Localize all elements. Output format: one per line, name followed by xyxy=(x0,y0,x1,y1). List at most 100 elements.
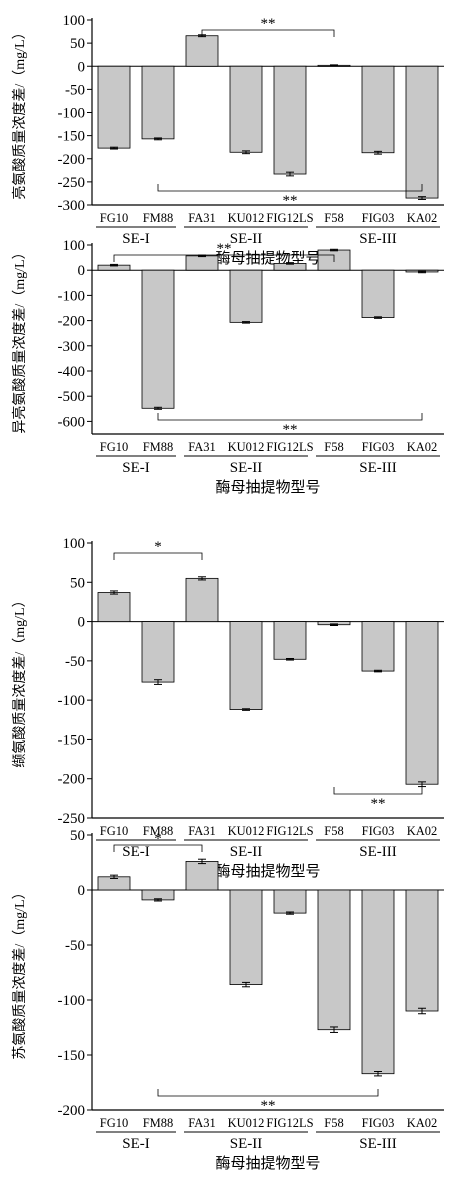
group-label: SE-I xyxy=(122,231,150,247)
y-tick-label: -200 xyxy=(58,152,86,168)
group-label: SE-I xyxy=(122,844,150,860)
x-tick-label: FIG12LS xyxy=(266,440,313,454)
x-tick-label: KA02 xyxy=(407,1116,438,1130)
y-tick-label: -50 xyxy=(65,938,85,954)
significance-label: ** xyxy=(217,241,232,257)
group-label: SE-III xyxy=(359,460,397,476)
y-axis-title: 苏氨酸质量浓度差/（mg/L） xyxy=(12,885,28,1059)
significance-bracket xyxy=(157,413,423,421)
x-tick-label: FG10 xyxy=(100,824,128,838)
significance-bracket xyxy=(113,552,203,560)
y-tick-label: -100 xyxy=(58,288,86,304)
significance-bracket xyxy=(201,29,335,37)
x-tick-label: FM88 xyxy=(143,440,174,454)
significance-label: ** xyxy=(283,193,298,209)
x-tick-label: FA31 xyxy=(188,1116,216,1130)
significance-bracket xyxy=(113,254,335,262)
group-label: SE-III xyxy=(359,231,397,247)
group-label: SE-I xyxy=(122,1136,150,1152)
y-tick-label: 50 xyxy=(70,828,85,844)
bar-FA31 xyxy=(185,577,219,622)
chart-panel-2: 100 0 -100 -200 -300 -400 -500 -600 FG10 FM88 FA31… xyxy=(11,238,444,496)
y-tick-label: -150 xyxy=(58,732,86,748)
y-tick-label: -300 xyxy=(58,198,86,214)
x-tick-label: FM88 xyxy=(143,824,174,838)
significance-label: * xyxy=(154,831,162,847)
bar-KA02 xyxy=(405,65,439,199)
bar-FIG03 xyxy=(361,621,395,672)
bar-KU012 xyxy=(229,621,263,710)
bar-FA31 xyxy=(185,861,219,891)
x-tick-label: FA31 xyxy=(188,824,216,838)
bar-KU012 xyxy=(229,889,263,985)
significance-bracket xyxy=(333,787,423,795)
group-label: SE-II xyxy=(230,231,263,247)
x-axis-title: 酶母抽提物型号 xyxy=(215,479,320,496)
y-tick-label: -200 xyxy=(58,314,86,330)
y-tick-label: -600 xyxy=(58,414,86,430)
x-tick-label: FIG03 xyxy=(362,211,395,225)
y-axis-title: 异亮氨酸质量浓度差/（mg/L） xyxy=(11,245,28,433)
x-tick-label: KA02 xyxy=(407,440,438,454)
x-tick-label: KA02 xyxy=(407,211,438,225)
y-tick-label: 0 xyxy=(78,263,86,279)
x-tick-label: FIG03 xyxy=(362,1116,395,1130)
x-tick-label: FIG03 xyxy=(362,440,395,454)
chart-panel-3: 100 50 0 -50 -100 -150 -200 -250 FG10 FM88 FA31 KU0… xyxy=(12,536,444,880)
bar-KA02 xyxy=(405,889,439,1012)
y-tick-label: -50 xyxy=(65,654,85,670)
y-tick-label: -250 xyxy=(58,175,86,191)
bar-FA31 xyxy=(185,35,219,67)
significance-bracket xyxy=(157,1089,379,1097)
bar-FIG03 xyxy=(361,65,395,154)
x-tick-label: FIG03 xyxy=(362,824,395,838)
y-tick-label: 50 xyxy=(70,575,85,591)
bar-KU012 xyxy=(229,65,263,153)
y-tick-label: -300 xyxy=(58,339,86,355)
group-label: SE-II xyxy=(230,844,263,860)
y-tick-label: 100 xyxy=(63,238,86,254)
bar-KA02 xyxy=(405,621,439,785)
x-tick-label: FIG12LS xyxy=(266,211,313,225)
x-axis-title: 酶母抽提物型号 xyxy=(215,1155,320,1172)
bar-KU012 xyxy=(229,269,263,323)
bar-FIG12LS xyxy=(273,621,307,660)
x-tick-label: FA31 xyxy=(188,440,216,454)
chart-panel-1: 100 50 0 -50 -100 -150 -200 -250 -300 FG10 FM88 FA3… xyxy=(11,13,444,267)
x-tick-label: FG10 xyxy=(100,440,128,454)
x-tick-label: FA31 xyxy=(188,211,216,225)
bar-FA31 xyxy=(185,255,219,271)
group-label: SE-III xyxy=(359,844,397,860)
y-tick-label: -150 xyxy=(58,1048,86,1064)
y-tick-label: -100 xyxy=(58,993,86,1009)
y-tick-label: -500 xyxy=(58,389,86,405)
x-axis-title: 酶母抽提物型号 xyxy=(215,250,320,267)
bar-FIG03 xyxy=(361,889,395,1075)
significance-label: ** xyxy=(261,16,276,32)
x-tick-label: FIG12LS xyxy=(266,1116,313,1130)
bar-FM88 xyxy=(141,269,175,409)
significance-label: ** xyxy=(371,796,386,812)
bar-FIG03 xyxy=(361,269,395,318)
x-tick-label: KU012 xyxy=(228,1116,265,1130)
bar-F58 xyxy=(317,889,351,1031)
x-tick-label: F58 xyxy=(324,1116,343,1130)
x-tick-label: FG10 xyxy=(100,211,128,225)
bar-FG10 xyxy=(97,592,131,622)
x-tick-label: FG10 xyxy=(100,1116,128,1130)
y-axis-title: 亮氨酸质量浓度差/（mg/L） xyxy=(11,25,28,199)
x-tick-label: KU012 xyxy=(228,211,265,225)
x-tick-label: KU012 xyxy=(228,440,265,454)
significance-label: ** xyxy=(283,422,298,438)
y-tick-label: 0 xyxy=(78,615,86,631)
y-axis-title: 缬氨酸质量浓度差/（mg/L） xyxy=(12,593,28,767)
x-axis-title: 酶母抽提物型号 xyxy=(215,863,320,880)
y-tick-label: 100 xyxy=(63,13,86,29)
group-label: SE-III xyxy=(359,1136,397,1152)
bar-FIG12LS xyxy=(273,65,307,175)
y-tick-label: 0 xyxy=(78,59,86,75)
x-tick-label: F58 xyxy=(324,824,343,838)
y-tick-label: -400 xyxy=(58,364,86,380)
x-tick-label: FIG12LS xyxy=(266,824,313,838)
y-tick-label: 0 xyxy=(78,883,86,899)
